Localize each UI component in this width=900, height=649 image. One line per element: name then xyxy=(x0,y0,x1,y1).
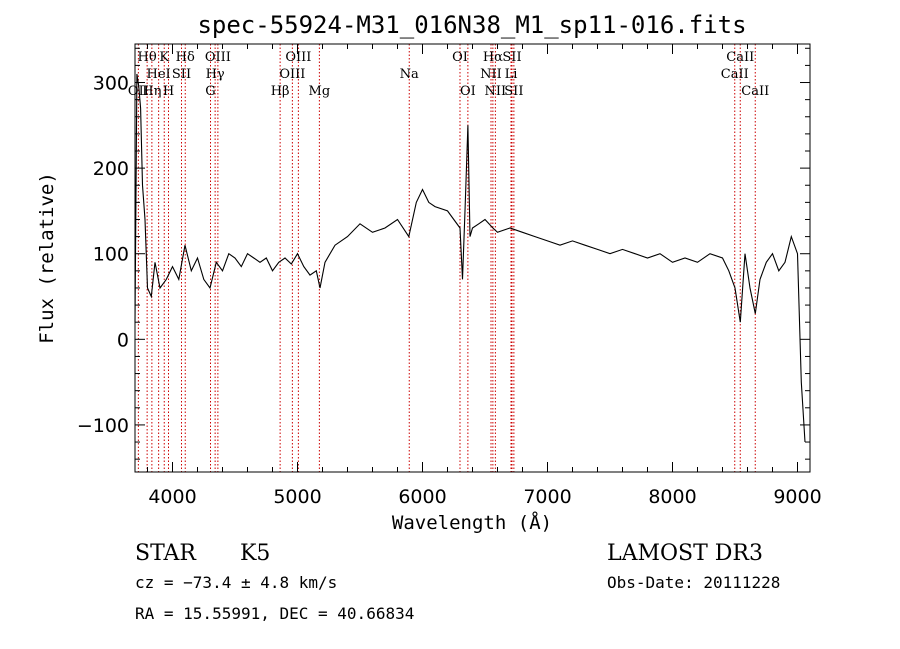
spectral-line-label: CaII xyxy=(726,50,754,65)
x-tick-label: 4000 xyxy=(148,486,196,508)
spectral-line-label: Hδ xyxy=(176,50,195,65)
spectral-line-label: OI xyxy=(452,50,468,65)
spectral-line-label: OI xyxy=(460,84,476,99)
spectral-line-label: SII xyxy=(504,84,523,99)
x-axis-label: Wavelength (Å) xyxy=(392,511,552,534)
observation-date: Obs-Date: 20111228 xyxy=(607,573,780,592)
x-tick-label: 9000 xyxy=(773,486,821,508)
x-tick-label: 7000 xyxy=(523,486,571,508)
spectral-line-label: Li xyxy=(505,67,518,82)
spectral-line-labels: OII Hθ Hη HeI K H SII Hδ G Hγ OIII Hβ OIII OIII Mg Na OI… xyxy=(128,50,769,99)
spectral-line-markers xyxy=(137,44,756,472)
x-tick-label: 6000 xyxy=(398,486,446,508)
y-axis-ticks: −100 0 100 200 300 xyxy=(77,47,810,460)
y-axis-label: Flux (relative) xyxy=(36,172,58,344)
spectral-line-label: OIII xyxy=(279,67,305,82)
object-class: STAR xyxy=(135,541,197,566)
y-tick-label: −100 xyxy=(77,415,129,437)
spectral-line-label: G xyxy=(205,84,215,99)
y-tick-label: 0 xyxy=(117,329,129,351)
spectral-line-label: Mg xyxy=(309,84,331,99)
chart-title: spec-55924-M31_016N38_M1_sp11-016.fits xyxy=(197,11,746,39)
y-tick-label: 100 xyxy=(93,244,129,266)
spectral-line-label: CaII xyxy=(721,67,749,82)
y-tick-label: 200 xyxy=(93,158,129,180)
spectral-line-label: Na xyxy=(400,67,419,82)
spectral-line-label: OIII xyxy=(285,50,311,65)
sky-coordinates: RA = 15.55991, DEC = 40.66834 xyxy=(135,604,414,623)
spectral-line-label: NII xyxy=(480,67,502,82)
spectral-line-label: OII xyxy=(128,84,149,99)
spectral-line-label: Hα xyxy=(483,50,503,65)
spectral-line-label: H xyxy=(163,84,174,99)
y-tick-label: 300 xyxy=(93,73,129,95)
spectral-line-label: Hβ xyxy=(271,84,290,99)
plot-frame xyxy=(134,43,811,473)
spectral-line-label: NII xyxy=(485,84,507,99)
x-tick-label: 8000 xyxy=(648,486,696,508)
spectral-line-label: Hθ xyxy=(138,50,157,65)
object-subclass: K5 xyxy=(240,541,270,566)
spectral-line-label: Hη xyxy=(142,84,161,99)
survey-name: LAMOST DR3 xyxy=(607,541,763,566)
spectrum-line xyxy=(134,73,806,443)
spectral-line-label: Hγ xyxy=(206,67,225,82)
redshift-velocity: cz = −73.4 ± 4.8 km/s xyxy=(135,573,337,592)
spectral-line-label: K xyxy=(159,50,169,65)
x-axis-ticks: 4000 5000 6000 7000 8000 9000 xyxy=(147,44,822,508)
spectral-line-label: SII xyxy=(502,50,521,65)
spectral-line-label: HeI xyxy=(147,67,171,82)
spectral-line-label: CaII xyxy=(741,84,769,99)
spectral-line-label: OIII xyxy=(205,50,231,65)
x-tick-label: 5000 xyxy=(273,486,321,508)
spectral-line-label: SII xyxy=(172,67,191,82)
